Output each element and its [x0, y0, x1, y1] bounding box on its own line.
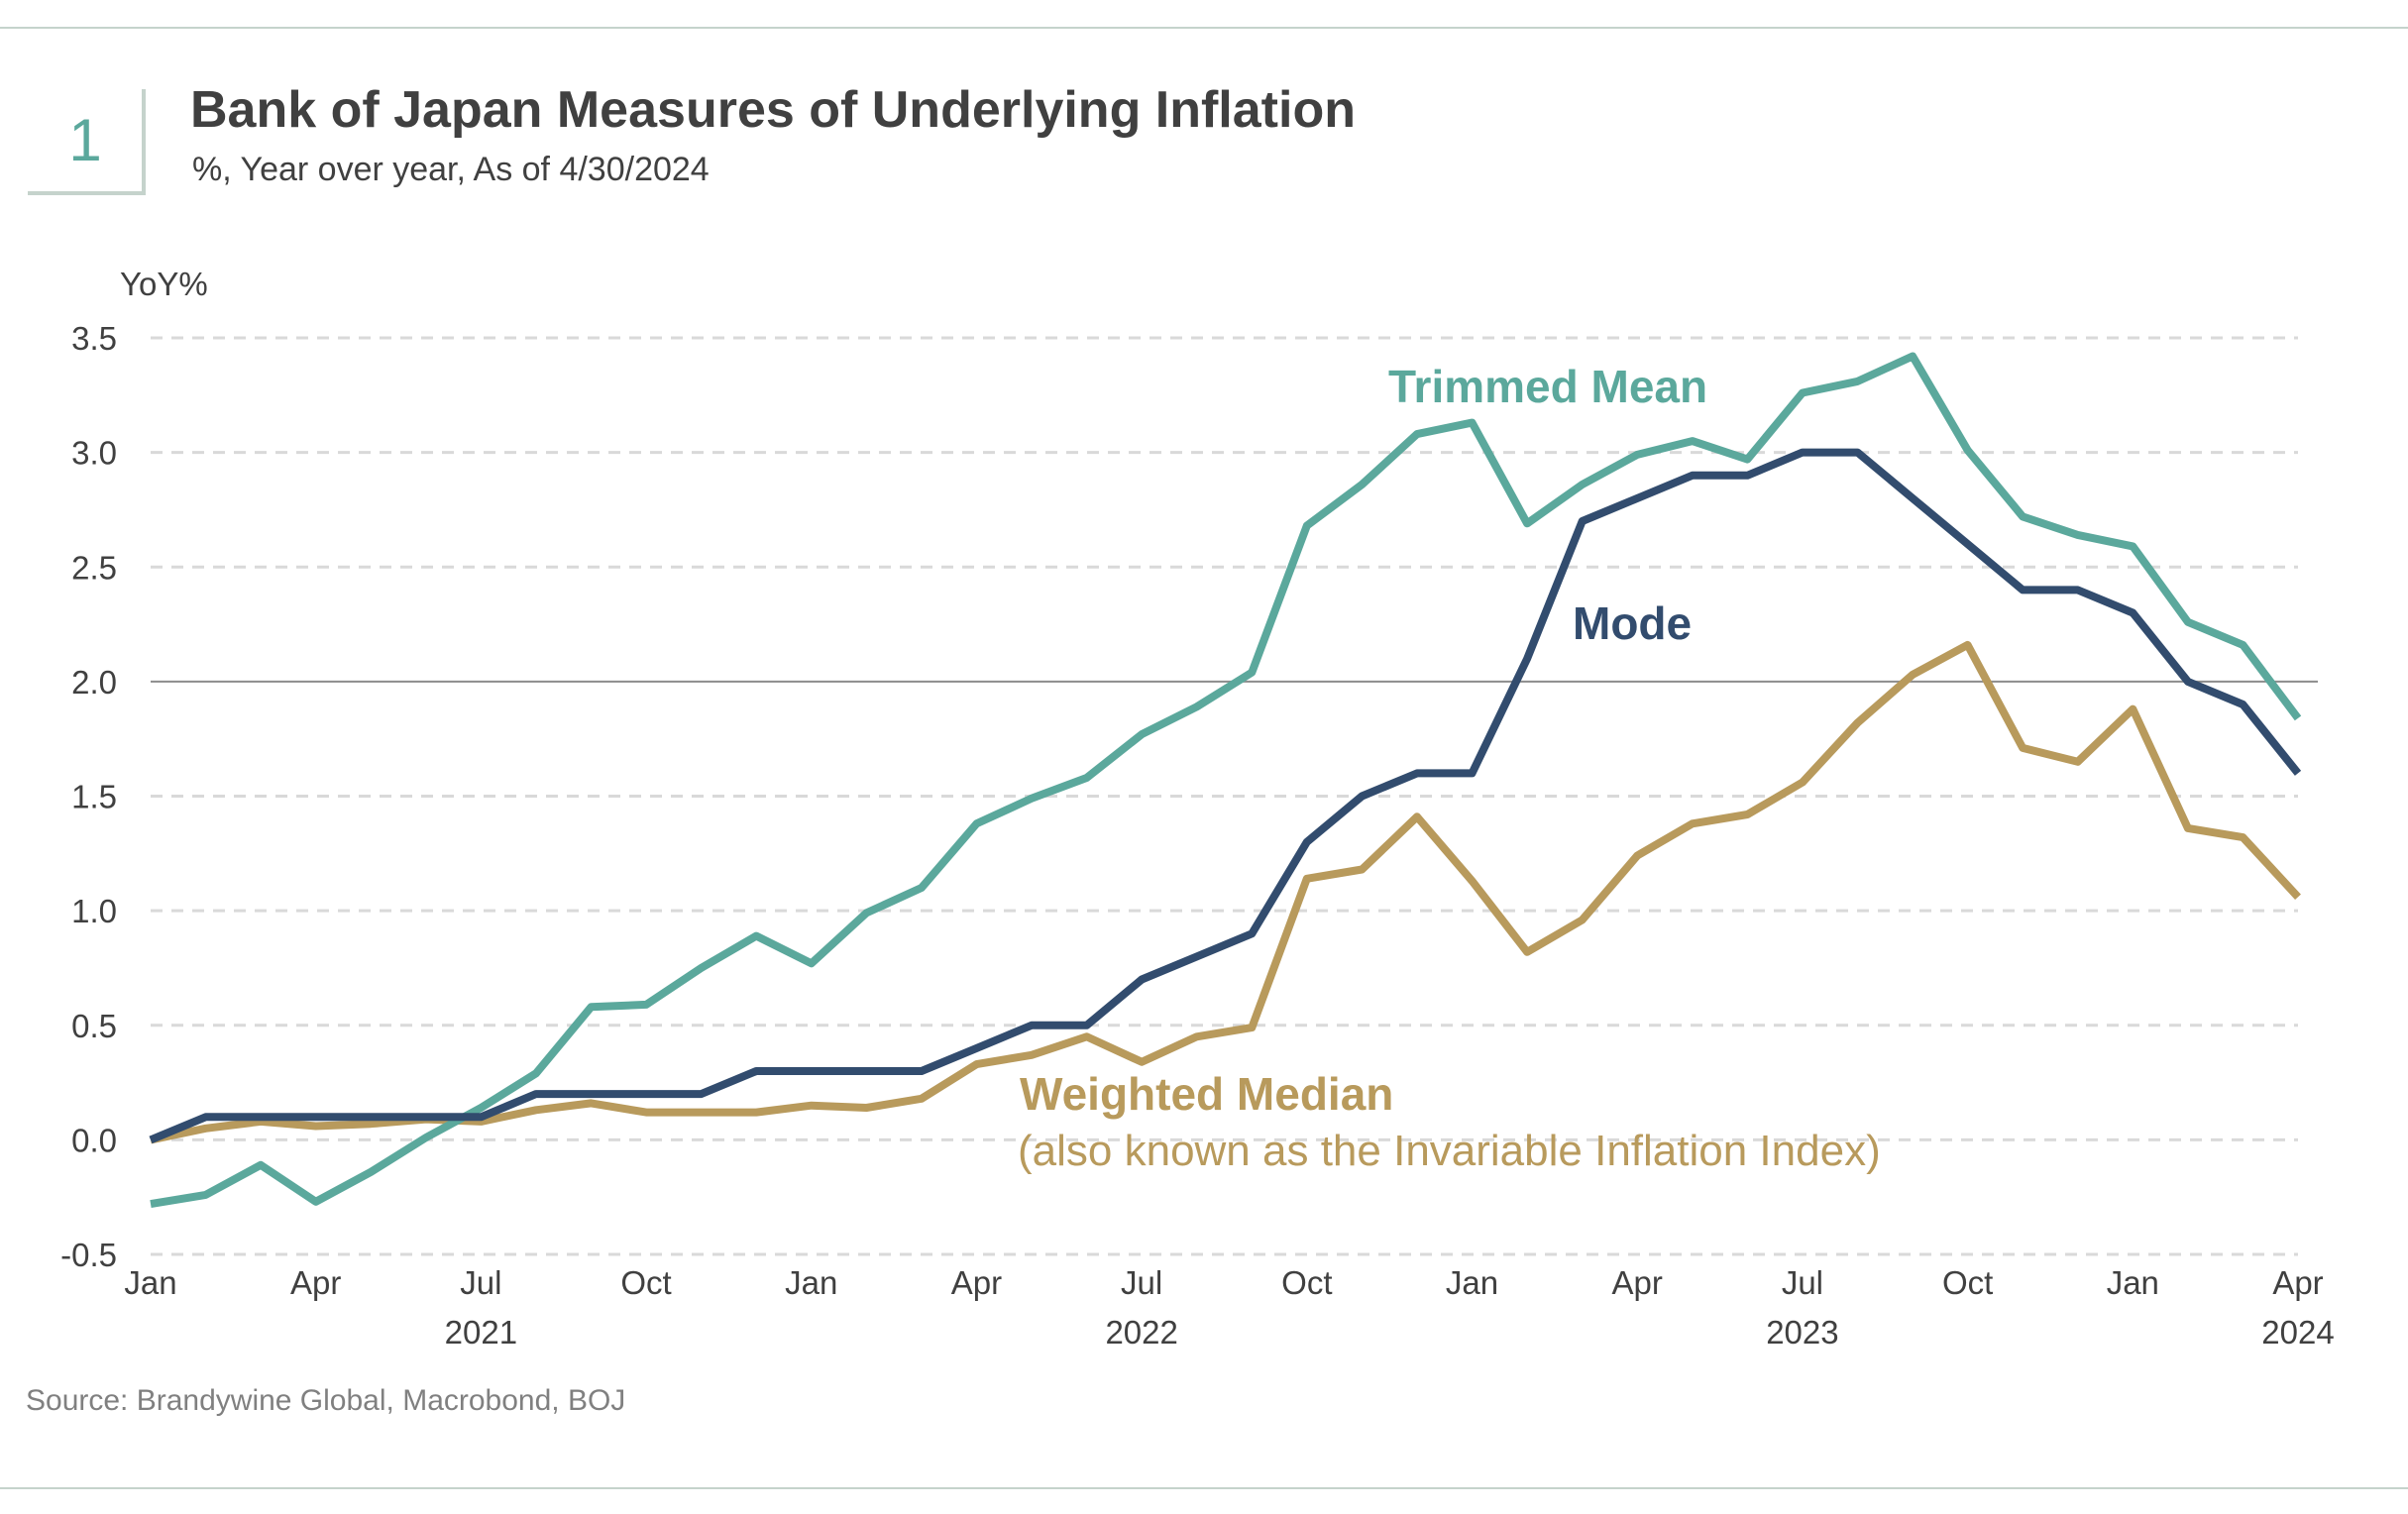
chart-subtitle: %, Year over year, As of 4/30/2024	[192, 151, 710, 188]
y-tick-label: 3.5	[71, 320, 117, 357]
y-tick-label: 1.5	[71, 779, 117, 815]
x-tick-label: Jan	[124, 1264, 176, 1301]
x-year-label: 2024	[2261, 1314, 2334, 1351]
x-tick-label: Jan	[785, 1264, 837, 1301]
x-tick-label: Oct	[1942, 1264, 1993, 1301]
series-note-weighted-median: (also known as the Invariable Inflation …	[1018, 1127, 1881, 1175]
source-note: Source: Brandywine Global, Macrobond, BO…	[26, 1384, 625, 1417]
x-tick-label: Apr	[951, 1264, 1002, 1301]
y-tick-label: 1.0	[71, 893, 117, 929]
x-year-label: 2021	[445, 1314, 517, 1351]
chart-title: Bank of Japan Measures of Underlying Inf…	[190, 81, 1356, 139]
figure-number-badge: 1	[28, 89, 146, 195]
series-line-trimmed-mean	[150, 352, 2302, 1209]
x-year-label: 2023	[1766, 1314, 1838, 1351]
series-label-trimmed-mean: Trimmed Mean	[1388, 361, 1707, 412]
series-label-weighted-median: Weighted Median	[1020, 1068, 1393, 1120]
x-tick-label: Apr	[2272, 1264, 2323, 1301]
x-tick-label: Jul	[460, 1264, 501, 1301]
x-tick-label: Apr	[290, 1264, 341, 1301]
y-tick-label: 2.5	[71, 549, 117, 586]
y-tick-label: 2.0	[71, 664, 117, 701]
y-tick-label: 0.0	[71, 1122, 117, 1158]
x-tick-label: Jan	[1446, 1264, 1498, 1301]
x-tick-label: Oct	[1281, 1264, 1332, 1301]
x-tick-label: Jan	[2107, 1264, 2159, 1301]
x-tick-label: Jul	[1121, 1264, 1162, 1301]
series-label-mode: Mode	[1573, 597, 1692, 649]
series-line-weighted-median	[150, 640, 2301, 1144]
x-tick-label: Oct	[620, 1264, 671, 1301]
y-axis-label: YoY%	[120, 266, 208, 302]
series-line-mode	[149, 448, 2302, 1144]
y-tick-label: 0.5	[71, 1008, 117, 1044]
x-year-label: 2022	[1105, 1314, 1177, 1351]
y-tick-label: -0.5	[60, 1237, 117, 1273]
y-tick-label: 3.0	[71, 435, 117, 472]
figure-number: 1	[68, 107, 101, 173]
x-tick-label: Apr	[1612, 1264, 1663, 1301]
x-tick-label: Jul	[1782, 1264, 1823, 1301]
